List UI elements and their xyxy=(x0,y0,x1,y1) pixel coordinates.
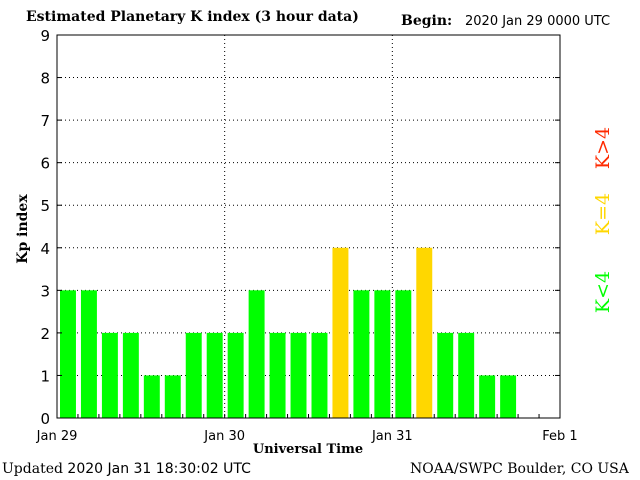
begin-value: 2020 Jan 29 0000 UTC xyxy=(465,14,611,29)
x-tick-label-3: Feb 1 xyxy=(542,429,577,444)
bar-20 xyxy=(479,375,496,418)
y-tick-label-3: 3 xyxy=(40,282,50,300)
begin-label: Begin: xyxy=(401,13,453,29)
x-axis-label: Universal Time xyxy=(253,442,363,457)
updated-value: 2020 Jan 31 18:30:02 UTC xyxy=(67,461,251,477)
bar-18 xyxy=(437,332,454,418)
footer-source: NOAA/SWPC Boulder, CO USA xyxy=(410,461,629,477)
bar-5 xyxy=(164,375,181,418)
x-tick-label-2: Jan 31 xyxy=(371,429,413,444)
y-tick-label-4: 4 xyxy=(40,240,50,258)
bar-16 xyxy=(395,290,412,418)
x-tick-label-1: Jan 30 xyxy=(203,429,245,444)
bar-1 xyxy=(80,290,97,418)
bar-11 xyxy=(290,332,307,418)
bar-10 xyxy=(269,332,286,418)
bar-12 xyxy=(311,332,328,418)
updated-label: Updated xyxy=(2,461,63,477)
legend-k-lt4: K<4 xyxy=(592,271,614,313)
bar-4 xyxy=(143,375,160,418)
y-tick-label-9: 9 xyxy=(40,27,50,45)
bar-8 xyxy=(227,332,244,418)
y-tick-label-2: 2 xyxy=(40,325,50,343)
y-tick-label-8: 8 xyxy=(40,70,50,88)
y-tick-label-6: 6 xyxy=(40,155,50,173)
bar-17 xyxy=(416,247,433,418)
footer-updated: Updated 2020 Jan 31 18:30:02 UTC xyxy=(2,461,251,477)
bar-21 xyxy=(500,375,517,418)
bar-19 xyxy=(458,332,475,418)
axes: 0 1 2 3 4 5 6 7 8 9 Jan 29 Jan 30 Jan 31 Feb 1 xyxy=(36,27,578,444)
bar-7 xyxy=(206,332,223,418)
y-axis-label: Kp index xyxy=(15,194,31,264)
legend-k-eq4: K=4 xyxy=(592,193,614,235)
bar-13 xyxy=(332,247,349,418)
bar-9 xyxy=(248,290,265,418)
bar-15 xyxy=(374,290,391,418)
legend-k-gt4: K>4 xyxy=(592,127,614,169)
bar-14 xyxy=(353,290,370,418)
plot-frame xyxy=(56,34,561,419)
bar-3 xyxy=(122,332,139,418)
bar-2 xyxy=(101,332,118,418)
y-tick-label-7: 7 xyxy=(40,112,50,130)
chart-title: Estimated Planetary K index (3 hour data… xyxy=(26,9,359,25)
bar-0 xyxy=(60,290,76,418)
y-tick-label-5: 5 xyxy=(40,197,50,215)
bar-6 xyxy=(185,332,202,418)
y-tick-label-0: 0 xyxy=(40,410,50,428)
bars xyxy=(60,247,517,418)
y-tick-label-1: 1 xyxy=(40,367,50,385)
x-tick-label-0: Jan 29 xyxy=(36,429,78,444)
